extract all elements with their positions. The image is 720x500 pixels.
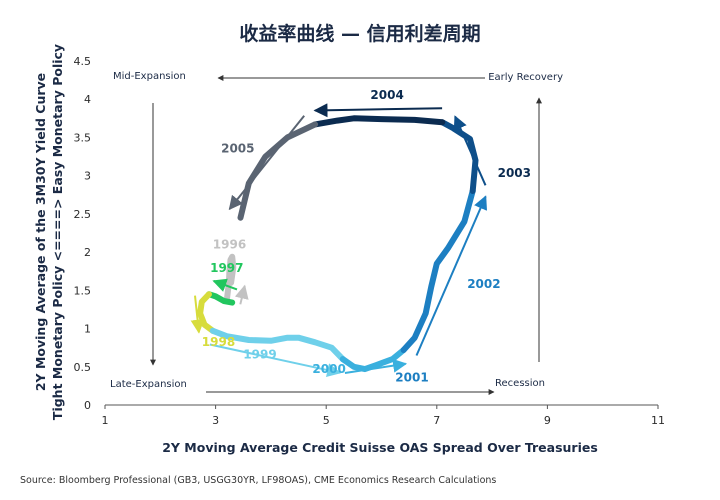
x-axis-ticks: 1 3 5 7 9 11 (102, 405, 665, 427)
series-1996-line (223, 253, 237, 304)
y-axis-title-line1: 2Y Moving Average of the 3M30Y Yield Cur… (33, 73, 48, 391)
series-2004-line (237, 121, 319, 221)
quadrant-label-late-expansion: Late-Expansion (110, 379, 187, 390)
x-tick-label: 3 (212, 414, 219, 427)
year-label-2000: 2000 (312, 362, 345, 376)
series-1997-line (206, 291, 236, 306)
year-label-2002: 2002 (467, 277, 500, 291)
quadrant-label-mid-expansion: Mid-Expansion (113, 71, 186, 82)
year-label-1997: 1997 (210, 261, 243, 275)
quadrant-label-early-recovery: Early Recovery (488, 72, 563, 83)
year-label-1999: 1999 (243, 347, 276, 361)
y-axis-title: 2Y Moving Average of the 3M30Y Yield Cur… (33, 44, 65, 420)
chart-title: 收益率曲线 — 信用利差周期 (239, 22, 480, 45)
y-tick-label: 4.5 (74, 55, 92, 68)
year-label-1998: 1998 (202, 335, 235, 349)
series-1998-line (197, 291, 216, 334)
x-tick-label: 11 (651, 414, 665, 427)
x-axis-title: 2Y Moving Average Credit Suisse OAS Spre… (162, 440, 598, 455)
y-tick-label: 1 (84, 323, 91, 336)
y-tick-label: 0 (84, 399, 91, 412)
y-axis-title-line2: Tight Monetary Policy <====> Easy Moneta… (50, 44, 65, 420)
series-2002-direction-arrow (453, 115, 487, 186)
y-tick-label: 2.5 (74, 208, 92, 221)
series-2001-line (400, 188, 476, 353)
quadrant-label-recession: Recession (495, 378, 545, 389)
y-axis-ticks: 0 0.5 1 1.5 2 2.5 3 3.5 4 4.5 (74, 55, 92, 412)
series-1999-line (209, 327, 346, 363)
year-label-2001: 2001 (395, 370, 428, 384)
year-label-1996: 1996 (213, 237, 246, 251)
y-tick-label: 3.5 (74, 131, 92, 144)
x-tick-label: 5 (323, 414, 330, 427)
y-tick-label: 3 (84, 170, 91, 183)
y-tick-label: 2 (84, 246, 91, 259)
series-2003-line (312, 115, 446, 128)
y-tick-label: 0.5 (74, 361, 92, 374)
x-tick-label: 7 (433, 414, 440, 427)
series-2004-direction-arrow (228, 115, 305, 211)
y-tick-label: 1.5 (74, 284, 92, 297)
x-tick-label: 1 (102, 414, 109, 427)
series-1996-direction-arrow (234, 284, 249, 305)
series-layer (197, 115, 479, 373)
year-label-2003: 2003 (498, 166, 531, 180)
source-note: Source: Bloomberg Professional (GB3, USG… (20, 475, 496, 486)
direction-arrows (190, 103, 487, 377)
series-2000-line (339, 347, 407, 373)
series-2003-direction-arrow (313, 103, 443, 118)
year-labels: 1996 1997 1998 1999 2000 2001 2002 2003 2004 2005 (202, 88, 531, 384)
series-2001-direction-arrow (415, 195, 487, 356)
series-1999-direction-arrow (209, 343, 342, 377)
series-2000-direction-arrow (344, 358, 408, 374)
series-1998-direction-arrow (190, 295, 205, 334)
year-label-2004: 2004 (370, 88, 403, 102)
series-1997-direction-arrow (212, 278, 238, 292)
x-tick-label: 9 (544, 414, 551, 427)
series-2002-line (439, 119, 479, 194)
year-label-2005: 2005 (221, 142, 254, 156)
y-tick-label: 4 (84, 93, 91, 106)
